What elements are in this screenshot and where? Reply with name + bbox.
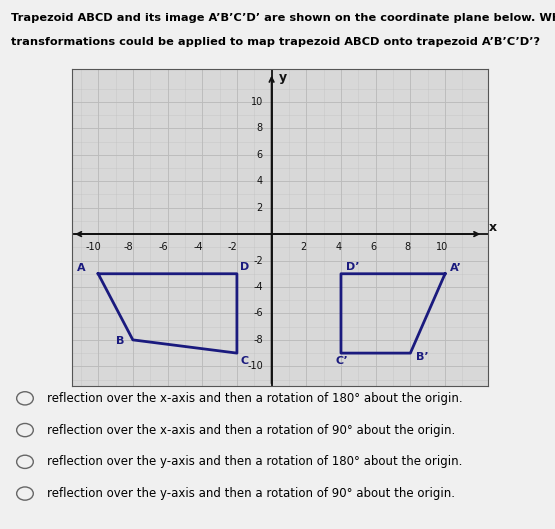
Text: C’: C’ xyxy=(336,355,349,366)
Text: -10: -10 xyxy=(247,361,263,371)
Text: reflection over the x-axis and then a rotation of 90° about the origin.: reflection over the x-axis and then a ro… xyxy=(47,424,456,436)
Text: -2: -2 xyxy=(253,256,263,266)
Text: -8: -8 xyxy=(124,242,133,252)
Text: 6: 6 xyxy=(257,150,263,160)
Text: -4: -4 xyxy=(253,282,263,292)
Text: -2: -2 xyxy=(228,242,238,252)
Text: 2: 2 xyxy=(256,203,263,213)
Text: A: A xyxy=(77,263,86,273)
Text: -10: -10 xyxy=(86,242,102,252)
Text: 8: 8 xyxy=(257,123,263,133)
Text: -6: -6 xyxy=(158,242,168,252)
Text: -6: -6 xyxy=(253,308,263,318)
Text: 2: 2 xyxy=(301,242,307,252)
Text: D’: D’ xyxy=(346,262,360,272)
Text: B’: B’ xyxy=(416,352,428,362)
Text: A’: A’ xyxy=(450,263,462,273)
Text: 10: 10 xyxy=(251,97,263,107)
Text: transformations could be applied to map trapezoid ABCD onto trapezoid A’B’C’D’?: transformations could be applied to map … xyxy=(11,37,540,47)
Text: B: B xyxy=(115,336,124,346)
Text: -8: -8 xyxy=(253,335,263,345)
Text: -4: -4 xyxy=(193,242,203,252)
Text: 8: 8 xyxy=(405,242,411,252)
Text: 10: 10 xyxy=(436,242,448,252)
Text: reflection over the x-axis and then a rotation of 180° about the origin.: reflection over the x-axis and then a ro… xyxy=(47,392,463,405)
Text: D: D xyxy=(240,262,250,272)
Text: C: C xyxy=(240,355,249,366)
Text: reflection over the y-axis and then a rotation of 90° about the origin.: reflection over the y-axis and then a ro… xyxy=(47,487,455,500)
Text: y: y xyxy=(279,71,287,85)
Text: 6: 6 xyxy=(370,242,376,252)
Text: 4: 4 xyxy=(335,242,341,252)
Text: reflection over the y-axis and then a rotation of 180° about the origin.: reflection over the y-axis and then a ro… xyxy=(47,455,462,468)
Text: x: x xyxy=(488,221,497,234)
Text: 4: 4 xyxy=(257,176,263,186)
Text: Trapezoid ABCD and its image A’B’C’D’ are shown on the coordinate plane below. W: Trapezoid ABCD and its image A’B’C’D’ ar… xyxy=(11,13,555,23)
